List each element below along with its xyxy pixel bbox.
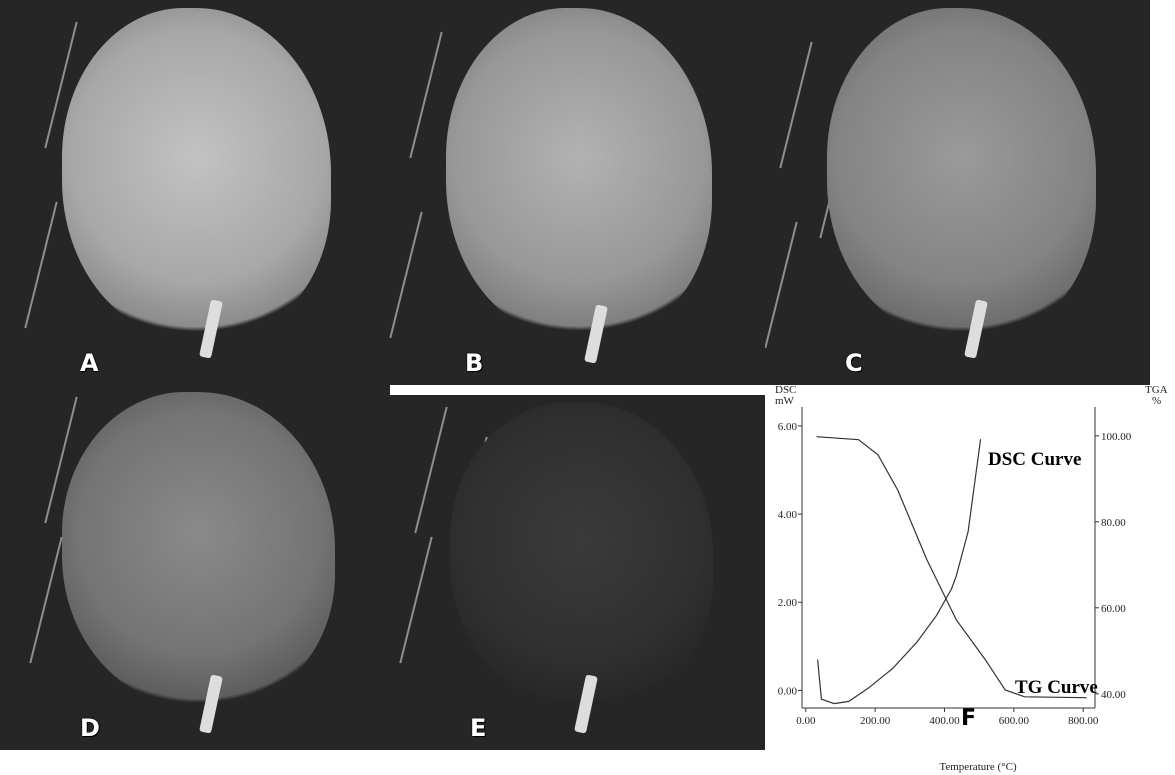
x-axis-label: Temperature (°C)	[939, 761, 1017, 773]
y-tick-label: 0.00	[778, 685, 798, 697]
x-tick-label: 600.00	[999, 715, 1030, 727]
photo-panel: D	[0, 385, 390, 750]
panel-label: C	[845, 349, 863, 377]
panel-label: A	[80, 349, 99, 377]
y-axis-label: DSC	[775, 385, 796, 396]
y2-tick-label: 100.00	[1101, 431, 1132, 443]
series-line	[816, 436, 1087, 699]
panel-label: F	[961, 706, 976, 731]
photo-panel: B	[385, 0, 765, 385]
photo-panel: A	[0, 0, 385, 385]
curve-label: DSC Curve	[988, 449, 1081, 470]
y-tick-label: 6.00	[778, 421, 798, 433]
y2-tick-label: 60.00	[1101, 603, 1126, 615]
panel-label: B	[465, 349, 484, 377]
y-axis-unit: mW	[775, 395, 795, 407]
y2-tick-label: 80.00	[1101, 517, 1126, 529]
photo-panel: C	[765, 0, 1150, 385]
y-tick-label: 4.00	[778, 509, 798, 521]
chart: DSC mW TGA % Temperature (°C) F 0.00 200.…	[775, 385, 1168, 773]
panel-label: E	[470, 714, 487, 742]
x-tick-label: 800.00	[1068, 715, 1099, 727]
photo-panel: E	[390, 395, 765, 750]
y2-tick-label: 40.00	[1101, 689, 1126, 701]
series-line	[817, 439, 982, 705]
y2-axis-unit: %	[1152, 395, 1161, 407]
x-tick-label: 0.00	[796, 715, 816, 727]
panel-label: D	[80, 714, 100, 742]
x-tick-label: 400.00	[929, 715, 960, 727]
x-tick-label: 200.00	[860, 715, 891, 727]
y2-axis-label: TGA	[1145, 385, 1168, 396]
curve-label: TG Curve	[1015, 677, 1098, 698]
y-tick-label: 2.00	[778, 597, 798, 609]
